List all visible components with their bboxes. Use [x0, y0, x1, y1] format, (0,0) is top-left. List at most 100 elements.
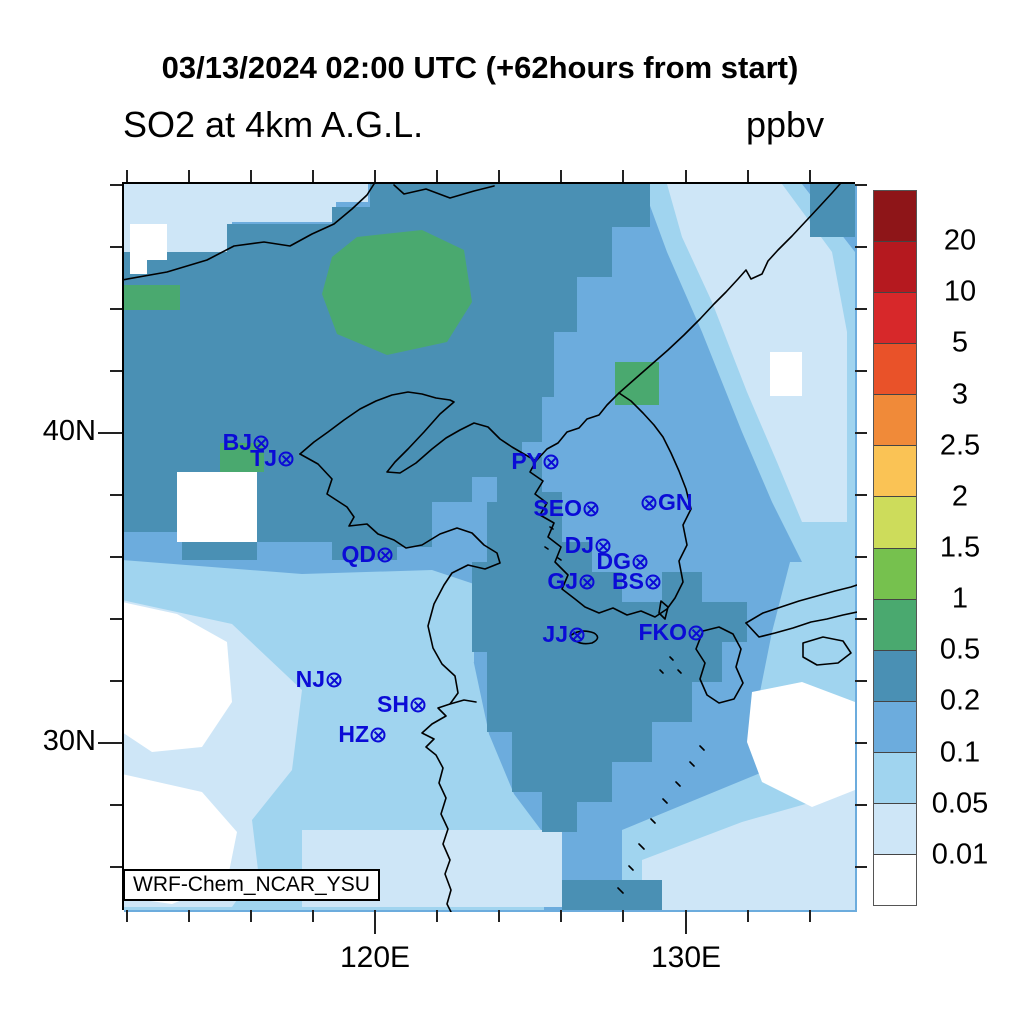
tick [374, 910, 376, 934]
concentration-region [562, 880, 662, 910]
tick [855, 866, 867, 868]
tick [747, 170, 749, 182]
colorbar-segment [874, 293, 916, 345]
concentration-region [124, 285, 180, 310]
circled-x-marker-icon [377, 547, 393, 563]
city-label: SH [377, 690, 409, 717]
colorbar-segment [874, 599, 916, 651]
city-label: GN [658, 488, 693, 515]
tick [855, 432, 867, 434]
colorbar-label: 1.5 [939, 531, 981, 564]
coastline [658, 600, 669, 620]
tick [110, 618, 122, 620]
x-axis-label: 130E [650, 941, 722, 974]
tick [685, 910, 687, 934]
colorbar-segment [874, 803, 916, 856]
city-label: GJ [547, 567, 578, 594]
tick [436, 170, 438, 182]
tick [98, 432, 122, 434]
coastline [449, 699, 477, 705]
colorbar-segment [874, 395, 916, 447]
city-label: HZ [338, 720, 369, 747]
concentration-region [177, 472, 257, 542]
city-label: PY [511, 447, 542, 474]
tick [855, 742, 867, 744]
tick [560, 170, 562, 182]
colorbar-segment [874, 497, 916, 549]
circled-x-marker-icon [632, 554, 648, 570]
concentration-region [124, 184, 368, 285]
coastline [695, 626, 744, 704]
city-label: BJ [222, 428, 252, 455]
circled-x-marker-icon [370, 727, 386, 743]
colorbar-segment [874, 344, 916, 396]
colorbar-label: 1 [951, 582, 969, 615]
concentration-region [810, 184, 855, 237]
colorbar-label: 0.05 [931, 787, 989, 820]
page-title: 03/13/2024 02:00 UTC (+62hours from star… [161, 50, 799, 85]
circled-x-marker-icon [595, 538, 611, 554]
colorbar-segment [874, 548, 916, 600]
x-axis-label: 120E [339, 941, 411, 974]
concentration-region [322, 230, 472, 355]
tick [250, 910, 252, 922]
circled-x-marker-icon [326, 672, 342, 688]
circled-x-marker-icon [569, 627, 585, 643]
tick [110, 308, 122, 310]
colorbar-label: 0.1 [939, 736, 981, 769]
colorbar-segment [874, 446, 916, 498]
tick [855, 308, 867, 310]
tick [622, 910, 624, 922]
colorbar-segment [874, 191, 916, 243]
circled-x-marker-icon [579, 574, 595, 590]
tick [110, 804, 122, 806]
plot-subtitle: SO2 at 4km A.G.L. [123, 104, 424, 145]
tick [855, 184, 867, 186]
tick [685, 170, 687, 182]
circled-x-marker-icon [278, 451, 294, 467]
colorbar-label: 20 [943, 224, 977, 257]
city-label: DJ [564, 531, 594, 558]
colorbar-segment [874, 855, 916, 906]
tick [560, 910, 562, 922]
tick [855, 246, 867, 248]
tick [855, 680, 867, 682]
city-label: DG [596, 547, 632, 574]
colorbar-segment [874, 752, 916, 804]
tick [110, 680, 122, 682]
units-label: ppbv [746, 104, 825, 145]
concentration-region [642, 790, 855, 910]
tick [436, 910, 438, 922]
tick [809, 910, 811, 922]
coastline [617, 745, 705, 894]
colorbar-label: 2.5 [939, 429, 981, 462]
coastline [802, 636, 852, 666]
tick [855, 494, 867, 496]
tick [110, 370, 122, 372]
concentration-region [667, 184, 847, 522]
concentration-region [130, 224, 167, 274]
concentration-region [472, 457, 747, 832]
map-svg [124, 184, 857, 912]
colorbar-label: 2 [951, 480, 969, 513]
coastline [745, 584, 857, 624]
coastline [299, 391, 537, 474]
coastline [618, 184, 841, 394]
colorbar-segment [874, 242, 916, 294]
tick [747, 910, 749, 922]
tick [498, 170, 500, 182]
tick [250, 170, 252, 182]
coastline [535, 392, 620, 462]
circled-x-marker-icon [641, 495, 657, 511]
tick [374, 170, 376, 182]
tick [855, 370, 867, 372]
attribution-badge: WRF-Chem_NCAR_YSU [123, 869, 380, 901]
tick [312, 910, 314, 922]
map-canvas [122, 182, 857, 912]
coastline [544, 526, 562, 561]
tick [126, 170, 128, 182]
tick [98, 742, 122, 744]
city-label: NJ [295, 665, 325, 692]
coastline [299, 453, 501, 912]
tick [312, 170, 314, 182]
